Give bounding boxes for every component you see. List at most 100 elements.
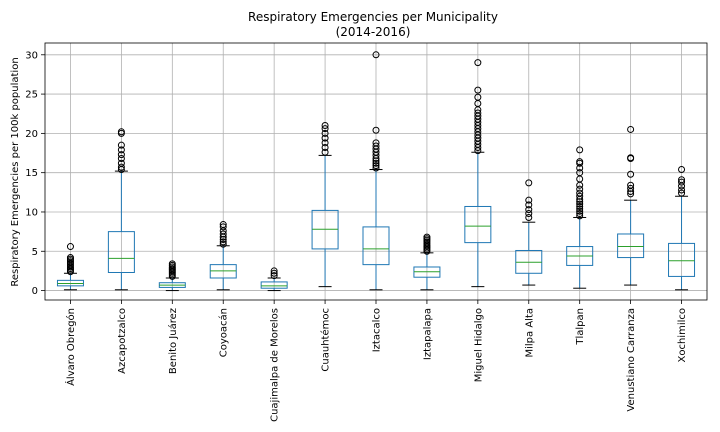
box-group: [668, 166, 696, 291]
x-tick-label: Cuauhtémoc: [320, 308, 332, 372]
outlier-point: [423, 233, 431, 241]
outlier-point: [321, 125, 329, 133]
outlier-point: [678, 166, 686, 174]
outlier-point: [678, 186, 686, 194]
box-group: [56, 243, 84, 291]
chart-title: Respiratory Emergencies per Municipality: [248, 10, 498, 24]
outlier-point: [117, 159, 125, 167]
iqr-box: [362, 226, 390, 266]
outlier-point: [627, 154, 635, 162]
outlier-point: [576, 192, 584, 200]
outlier-point: [117, 151, 125, 159]
x-tick-label: Iztacalco: [372, 308, 383, 352]
x-tick-label: Xochimilco: [677, 308, 688, 363]
box-group: [515, 179, 543, 286]
outlier-point: [576, 207, 584, 215]
outlier-point: [627, 181, 635, 189]
outlier-point: [525, 210, 533, 218]
x-tick-label: Cuajimalpa de Morelos: [270, 308, 281, 422]
outlier-point: [117, 163, 125, 171]
box-group: [617, 125, 645, 286]
chart-subtitle: (2014-2016): [336, 25, 411, 39]
outlier-point: [117, 155, 125, 163]
x-tick-label: Benito Juárez: [167, 308, 179, 374]
outlier-point: [525, 179, 533, 187]
box-layer: [56, 51, 696, 292]
y-tick-label: 0: [32, 286, 38, 297]
y-tick-label: 20: [25, 129, 38, 140]
iqr-box: [668, 242, 696, 277]
box-group: [413, 233, 441, 291]
outlier-point: [117, 128, 125, 136]
outlier-point: [576, 189, 584, 197]
x-axis-ticks: Álvaro Obregón Azcapotzalco Benito Juárez C…: [64, 300, 688, 422]
y-tick-label: 25: [25, 90, 38, 101]
outlier-point: [576, 158, 584, 166]
outlier-point: [525, 213, 533, 221]
x-tick-label: Venustiano Carranza: [626, 308, 637, 412]
y-tick-label: 5: [32, 247, 38, 258]
outlier-point: [219, 238, 227, 246]
outlier-point: [576, 200, 584, 208]
y-axis-label: Respiratory Emergencies per 100k populat…: [10, 57, 21, 286]
y-tick-label: 10: [25, 207, 38, 218]
iqr-box: [617, 233, 645, 259]
outlier-point: [66, 243, 74, 251]
outlier-point: [372, 162, 380, 170]
outlier-point: [321, 144, 329, 152]
outlier-point: [474, 109, 482, 117]
outlier-point: [117, 146, 125, 154]
outlier-point: [219, 221, 227, 229]
outlier-point: [372, 126, 380, 134]
outlier-point: [219, 230, 227, 238]
outlier-point: [576, 205, 584, 213]
outlier-point: [66, 254, 74, 262]
outlier-point: [525, 201, 533, 209]
outlier-point: [627, 184, 635, 192]
outlier-point: [576, 210, 584, 218]
box-group: [260, 267, 288, 292]
outlier-point: [321, 129, 329, 137]
outlier-point: [678, 189, 686, 197]
box-group: [362, 51, 390, 291]
outlier-point: [525, 196, 533, 204]
outlier-point: [525, 206, 533, 214]
outlier-point: [321, 122, 329, 130]
outlier-point: [168, 260, 176, 268]
outlier-point: [270, 269, 278, 277]
outlier-point: [474, 86, 482, 94]
outlier-point: [372, 51, 380, 59]
outlier-point: [372, 139, 380, 147]
y-tick-label: 15: [25, 168, 38, 179]
outlier-point: [219, 223, 227, 231]
box-group: [209, 221, 237, 291]
plot-frame: [44, 42, 708, 301]
y-axis-ticks: 0 5 10 15 20 25 30: [25, 50, 45, 297]
x-tick-label: Tlalpan: [575, 308, 586, 346]
iqr-box: [107, 231, 135, 273]
x-tick-label: Azcapotzalco: [117, 308, 128, 374]
outlier-point: [321, 148, 329, 156]
box-group: [311, 122, 339, 288]
outlier-point: [219, 240, 227, 248]
outlier-point: [576, 185, 584, 193]
x-tick-label: Coyoacán: [218, 308, 230, 357]
outlier-point: [474, 59, 482, 67]
iqr-box: [464, 205, 492, 244]
outlier-point: [321, 139, 329, 147]
outlier-point: [678, 178, 686, 186]
outlier-point: [372, 142, 380, 150]
outlier-point: [576, 212, 584, 220]
x-tick-label: Milpa Alta: [524, 308, 535, 358]
outlier-point: [117, 141, 125, 149]
outlier-point: [576, 146, 584, 154]
outlier-point: [270, 272, 278, 280]
outlier-point: [678, 176, 686, 184]
outlier-point: [372, 159, 380, 167]
outlier-point: [627, 170, 635, 178]
box-group: [464, 59, 492, 288]
box-group: [107, 128, 135, 291]
y-tick-label: 30: [25, 50, 38, 61]
outlier-point: [474, 93, 482, 101]
